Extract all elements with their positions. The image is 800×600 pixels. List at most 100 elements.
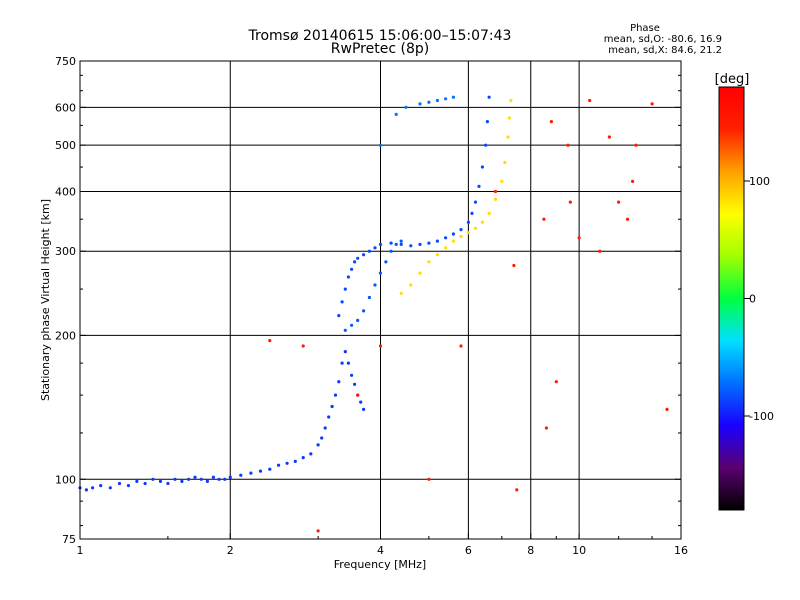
x-axis-label: Frequency [MHz] [334, 558, 426, 571]
data-point [389, 241, 393, 245]
data-point [151, 477, 155, 481]
data-point [353, 382, 357, 386]
data-point [451, 239, 455, 243]
data-point [418, 102, 422, 106]
y-axis-label: Stationary phase Virtual Height [km] [39, 199, 52, 401]
data-point [378, 344, 383, 348]
data-point [389, 249, 393, 253]
colorbar-tick-label: -100 [749, 410, 774, 423]
y-tick-label: 600 [55, 101, 76, 114]
data-point [631, 179, 635, 183]
data-point [362, 407, 366, 411]
colorbar-tick-label: 100 [749, 175, 770, 188]
data-point [108, 486, 112, 490]
data-point [485, 120, 489, 124]
data-point [473, 200, 478, 204]
data-point [301, 456, 305, 460]
grid [80, 61, 681, 539]
data-point [350, 373, 354, 377]
data-point [503, 160, 507, 165]
data-point [399, 242, 403, 246]
data-point [444, 236, 448, 240]
x-tick-label: 10 [572, 544, 586, 557]
x-tick-label: 16 [674, 544, 688, 557]
colorbar [718, 86, 745, 511]
data-point [650, 102, 654, 106]
data-point [444, 246, 448, 250]
data-point [362, 253, 366, 257]
data-point [166, 481, 170, 486]
data-point [353, 260, 357, 264]
data-point [143, 481, 147, 486]
data-point [340, 300, 344, 304]
data-point [427, 241, 431, 245]
data-point [99, 484, 103, 488]
data-point [277, 463, 281, 467]
data-point [493, 197, 498, 201]
data-point [223, 477, 227, 481]
data-point [158, 479, 163, 483]
data-point [588, 98, 592, 103]
data-point [285, 461, 289, 465]
data-point [350, 267, 354, 271]
data-point [566, 143, 570, 147]
data-point [607, 135, 612, 139]
data-point [211, 475, 215, 479]
y-tick-label: 500 [55, 139, 76, 152]
data-point [378, 143, 383, 147]
data-point [394, 112, 398, 116]
y-tick-label: 100 [55, 473, 76, 486]
data-point [444, 97, 448, 101]
x-tick-label: 1 [77, 544, 84, 557]
y-axis: 75 100 200 300 400 500 600 750 [55, 55, 681, 546]
data-point [427, 260, 431, 264]
data-point [568, 200, 572, 204]
data-point [91, 486, 95, 490]
data-point [459, 234, 463, 239]
data-point [180, 479, 184, 483]
data-point [544, 426, 549, 430]
phase-stats-heading: Phase [630, 23, 660, 34]
data-point [598, 249, 602, 253]
data-point [493, 189, 498, 194]
data-point [435, 98, 439, 103]
data-point [350, 323, 354, 327]
data-point [343, 350, 347, 354]
data-point [399, 239, 403, 243]
data-point [126, 484, 130, 488]
data-point [373, 246, 377, 250]
data-point [378, 242, 383, 246]
y-tick-label: 75 [62, 533, 76, 546]
data-point [356, 256, 360, 260]
data-point [418, 242, 422, 246]
data-point [451, 95, 455, 99]
data-point [301, 344, 305, 348]
data-point [409, 244, 413, 248]
data-point [470, 211, 474, 215]
data-point [217, 477, 221, 481]
data-point [346, 275, 350, 279]
data-point [268, 339, 272, 343]
phase-stats-x: mean, sd,X: 84.6, 21.2 [608, 45, 722, 56]
data-point [480, 165, 484, 169]
data-point [337, 380, 341, 384]
data-point [343, 328, 347, 332]
data-point [515, 488, 519, 492]
data-point [367, 249, 371, 253]
data-point [367, 295, 371, 300]
data-point [346, 361, 350, 365]
data-point [228, 475, 232, 479]
colorbar-label: [deg] [715, 72, 750, 87]
y-tick-label: 400 [55, 185, 76, 198]
data-point [500, 179, 504, 183]
data-point [268, 467, 272, 471]
data-point [359, 400, 363, 404]
data-point [199, 477, 203, 481]
colorbar-ticks: 100 0 -100 [744, 175, 774, 423]
data-point [205, 479, 209, 483]
data-point [484, 143, 488, 147]
data-point [404, 105, 408, 109]
data-point [435, 239, 439, 243]
data-point [459, 228, 463, 232]
